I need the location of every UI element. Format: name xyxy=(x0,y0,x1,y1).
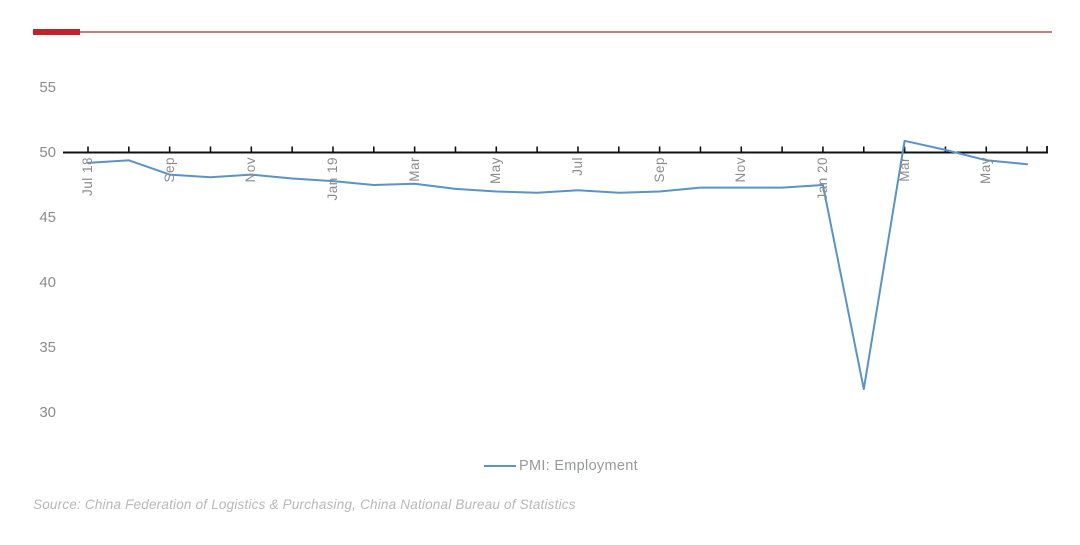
legend-line-swatch xyxy=(484,464,516,468)
header-accent-rule xyxy=(80,31,1052,33)
header-accent-bar xyxy=(33,29,80,35)
x-tick-label-may: May xyxy=(978,157,994,185)
source-attribution: Source: China Federation of Logistics & … xyxy=(33,497,576,512)
x-tick-label-jul: Jul xyxy=(569,157,585,176)
y-tick-label-55: 55 xyxy=(39,79,56,96)
x-tick-label-jul-18: Jul 18 xyxy=(80,157,95,197)
x-tick-label-mar: Mar xyxy=(406,157,422,182)
y-tick-label-30: 30 xyxy=(39,404,56,421)
pmi-employment-line xyxy=(87,139,1029,391)
x-tick-label-sep: Sep xyxy=(161,157,177,183)
legend-series-label: PMI: Employment xyxy=(519,458,638,474)
x-tick-label-jan-20: Jan 20 xyxy=(814,157,830,201)
chart-legend: PMI: Employment xyxy=(484,458,638,474)
x-tick-label-nov: Nov xyxy=(733,157,749,183)
y-tick-label-45: 45 xyxy=(39,209,56,226)
y-tick-label-35: 35 xyxy=(39,339,56,356)
y-tick-label-50: 50 xyxy=(39,144,56,161)
x-tick-label-mar: Mar xyxy=(896,157,912,182)
x-tick-label-may: May xyxy=(488,157,504,185)
y-tick-label-40: 40 xyxy=(39,274,56,291)
x-tick-label-jan-19: Jan 19 xyxy=(324,157,340,201)
x-tick-label-sep: Sep xyxy=(651,157,667,183)
x-tick-label-nov: Nov xyxy=(243,157,259,183)
